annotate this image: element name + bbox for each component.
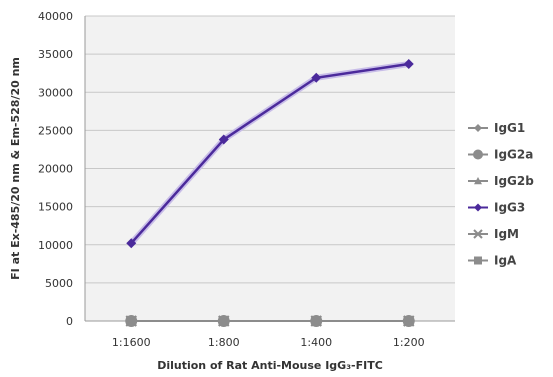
data-point-iga (126, 316, 137, 326)
data-point-igg3 (311, 72, 322, 83)
x-tick-labels: 1:1600 1:800 1:400 1:200 (112, 336, 425, 349)
legend-marker-igm (473, 229, 483, 239)
data-point-igg3 (126, 238, 137, 249)
legend-label-igg3: IgG3 (494, 201, 525, 215)
y-tick-labels: 0 5000 10000 15000 20000 25000 30000 35000 40000 (38, 10, 73, 328)
legend-marker-igg1 (474, 124, 482, 132)
legend-marker-igg3 (474, 203, 482, 212)
y-tick-label: 15000 (38, 201, 73, 214)
y-tick-label: 30000 (38, 86, 73, 99)
y-axis-title: FI at Ex-485/20 nm & Em-528/20 nm (9, 57, 22, 280)
y-tick-label: 0 (66, 315, 73, 328)
data-point-igg3 (218, 134, 229, 145)
legend-label-igg2a: IgG2a (494, 148, 533, 162)
data-point-iga (311, 316, 322, 326)
series-line-igg3 (130, 62, 409, 245)
x-axis-title: Dilution of Rat Anti-Mouse IgG₃-FITC (157, 359, 383, 372)
data-point-igg3 (403, 59, 414, 70)
legend-label-iga: IgA (494, 254, 517, 268)
x-tick-label: 1:1600 (112, 336, 151, 349)
x-tick-label: 1:200 (393, 336, 425, 349)
series-group (125, 59, 415, 327)
data-point-iga (218, 316, 229, 326)
x-tick-label: 1:400 (300, 336, 332, 349)
y-tick-label: 5000 (45, 277, 73, 290)
legend-label-igg1: IgG1 (494, 121, 525, 135)
legend-marker-iga (474, 256, 482, 265)
y-tick-label: 20000 (38, 163, 73, 176)
legend-marker-igg2a (473, 149, 483, 160)
legend-label-igg2b: IgG2b (494, 174, 534, 188)
legend-label-igm: IgM (494, 227, 519, 241)
legend-marker-igm-stroke (473, 229, 483, 239)
legend: IgG1 IgG2a IgG2b IgG3 IgM IgA (468, 121, 534, 268)
y-tick-label: 10000 (38, 239, 73, 252)
data-point-iga (403, 316, 414, 326)
x-tick-label: 1:800 (208, 336, 240, 349)
y-tick-label: 35000 (38, 48, 73, 61)
y-tick-label: 25000 (38, 124, 73, 137)
legend-marker-igg2b (474, 177, 482, 185)
y-tick-label: 40000 (38, 10, 73, 23)
